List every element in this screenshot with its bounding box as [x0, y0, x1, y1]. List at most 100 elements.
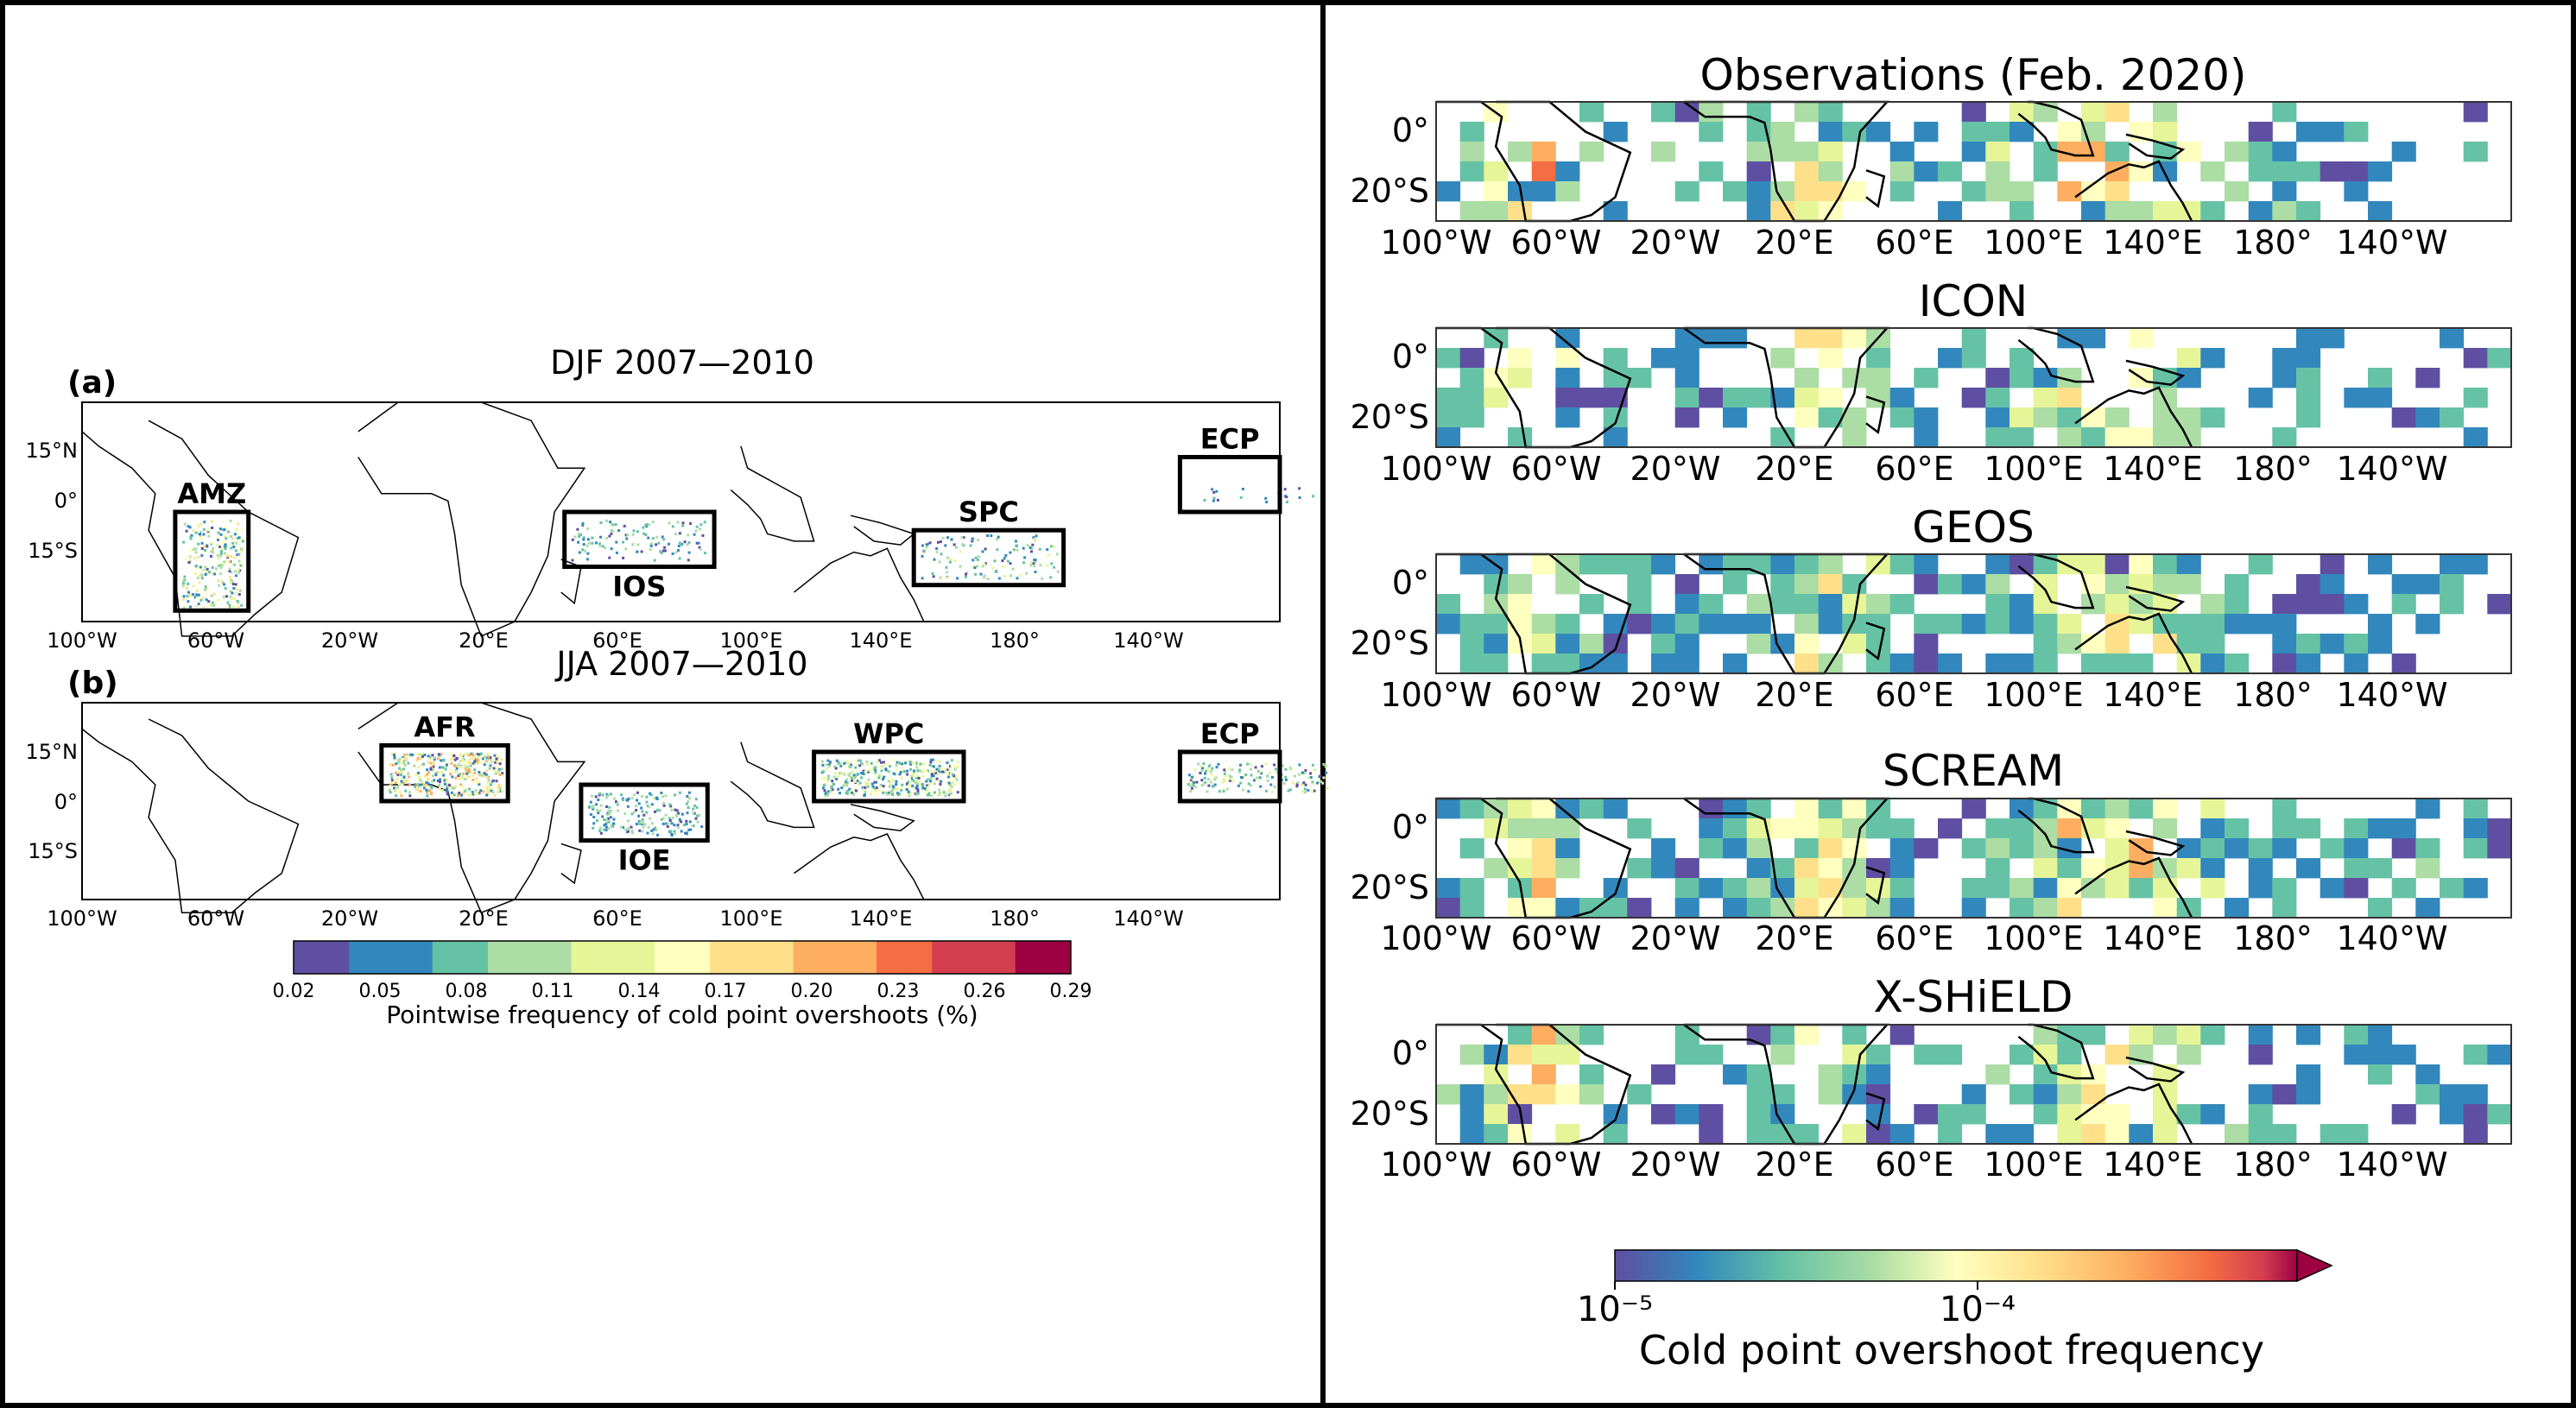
overshoot-pixel [469, 762, 472, 766]
overshoot-pixel [491, 779, 495, 782]
right-panel-1-ytick-0: 0° [1392, 338, 1429, 376]
overshoot-pixel [953, 559, 957, 563]
overshoot-pixel [223, 534, 226, 538]
overshoot-pixel [945, 565, 948, 569]
coastline [2074, 612, 2193, 674]
right-panel-geos: GEOS 0° 20°S 100°W 60°W 20°W 20°E 60°E 1… [1351, 502, 2512, 714]
grid-cell [2368, 818, 2393, 839]
overshoot-pixel [822, 784, 826, 787]
grid-cell [1770, 878, 1795, 899]
overshoot-pixel [446, 785, 449, 788]
overshoot-pixel [916, 789, 920, 792]
overshoot-pixel [497, 790, 499, 793]
grid-cell [2368, 201, 2393, 222]
overshoot-pixel [901, 783, 904, 786]
overshoot-pixel [915, 785, 919, 788]
grid-cell [2057, 838, 2082, 859]
left-colorbar-bin [737, 941, 766, 974]
rp3-xtick-8: 140°W [2336, 919, 2447, 957]
overshoot-pixel [192, 529, 195, 533]
overshoot-pixel [651, 521, 655, 524]
grid-cell [2320, 554, 2345, 575]
overshoot-pixel [219, 572, 222, 576]
rp4-xtick-5: 100°E [1984, 1146, 2084, 1184]
grid-cell [2176, 554, 2201, 575]
grid-cell [2153, 1025, 2178, 1045]
grid-cell [2296, 1084, 2321, 1105]
overshoot-pixel [1258, 770, 1262, 773]
overshoot-pixel [647, 825, 650, 829]
overshoot-pixel [402, 767, 406, 771]
grid-cell [2200, 858, 2225, 879]
overshoot-pixel [1190, 782, 1193, 786]
xtick-a-3: 20°E [459, 628, 509, 653]
overshoot-pixel [454, 776, 458, 780]
grid-cell [1436, 407, 1461, 428]
grid-cell [1794, 1124, 1820, 1145]
grid-cell [2344, 388, 2369, 408]
overshoot-pixel [986, 534, 990, 537]
overshoot-pixel [823, 777, 826, 780]
overshoot-pixel [601, 793, 604, 797]
overshoot-pixel [1275, 771, 1279, 774]
overshoot-pixel [189, 596, 192, 599]
grid-cell [1746, 838, 1771, 859]
grid-cell [1579, 594, 1604, 615]
overshoot-pixel [864, 781, 868, 785]
coastline [560, 559, 582, 605]
overshoot-pixel [230, 597, 233, 601]
overshoot-pixel [857, 759, 860, 762]
overshoot-pixel [190, 547, 193, 551]
grid-cell [1842, 1124, 1867, 1145]
grid-cell [1866, 122, 1891, 142]
grid-cell [2153, 574, 2178, 595]
overshoot-pixel [941, 770, 945, 773]
right-panel-0-ytick-0: 0° [1392, 111, 1429, 149]
overshoot-pixel [419, 790, 422, 792]
right-panel-1-grid [1436, 326, 2512, 449]
overshoot-pixel [608, 556, 611, 559]
overshoot-pixel [234, 533, 237, 536]
overshoot-pixel [641, 795, 644, 799]
overshoot-pixel [900, 788, 903, 792]
rp0-xtick-6: 140°E [2103, 224, 2203, 262]
overshoot-pixel [486, 792, 490, 796]
overshoot-pixel [586, 552, 590, 555]
overshoot-pixel [427, 761, 430, 764]
panel-b-tag: (b) [67, 666, 118, 701]
grid-cell [1555, 368, 1580, 388]
overshoot-pixel [983, 576, 985, 579]
grid-cell [2344, 878, 2369, 899]
overshoot-pixel [434, 772, 438, 775]
grid-cell [1555, 328, 1580, 349]
grid-cell [2010, 554, 2035, 575]
right-panel-2-ytick-1: 20°S [1351, 624, 1429, 662]
right-panel-0-grid [1436, 100, 2488, 223]
grid-cell [2463, 554, 2488, 575]
coastline [2125, 830, 2186, 856]
right-panel-2-title: GEOS [1912, 502, 2034, 552]
overshoot-pixel [240, 550, 244, 553]
overshoot-pixel [473, 771, 477, 774]
grid-cell [2104, 634, 2130, 654]
overshoot-pixel [1195, 780, 1199, 784]
overshoot-pixel [458, 777, 461, 780]
overshoot-pixel [450, 791, 453, 794]
overshoot-pixel [1252, 779, 1256, 782]
overshoot-pixel [604, 825, 608, 829]
overshoot-pixel [237, 605, 240, 609]
overshoot-pixel [607, 827, 611, 830]
right-panel-4-frame [1435, 1024, 2512, 1145]
overshoot-pixel [196, 567, 199, 570]
overshoot-pixel [902, 770, 906, 773]
grid-cell [1531, 799, 1556, 819]
grid-cell [2296, 407, 2321, 428]
overshoot-pixel [464, 778, 467, 781]
overshoot-pixel [605, 821, 608, 824]
overshoot-pixel [426, 768, 429, 772]
overshoot-pixel [943, 771, 946, 774]
overshoot-pixel [851, 790, 854, 793]
grid-cell [2272, 1084, 2297, 1105]
overshoot-pixel [950, 786, 953, 789]
grid-cell [1842, 122, 1867, 142]
